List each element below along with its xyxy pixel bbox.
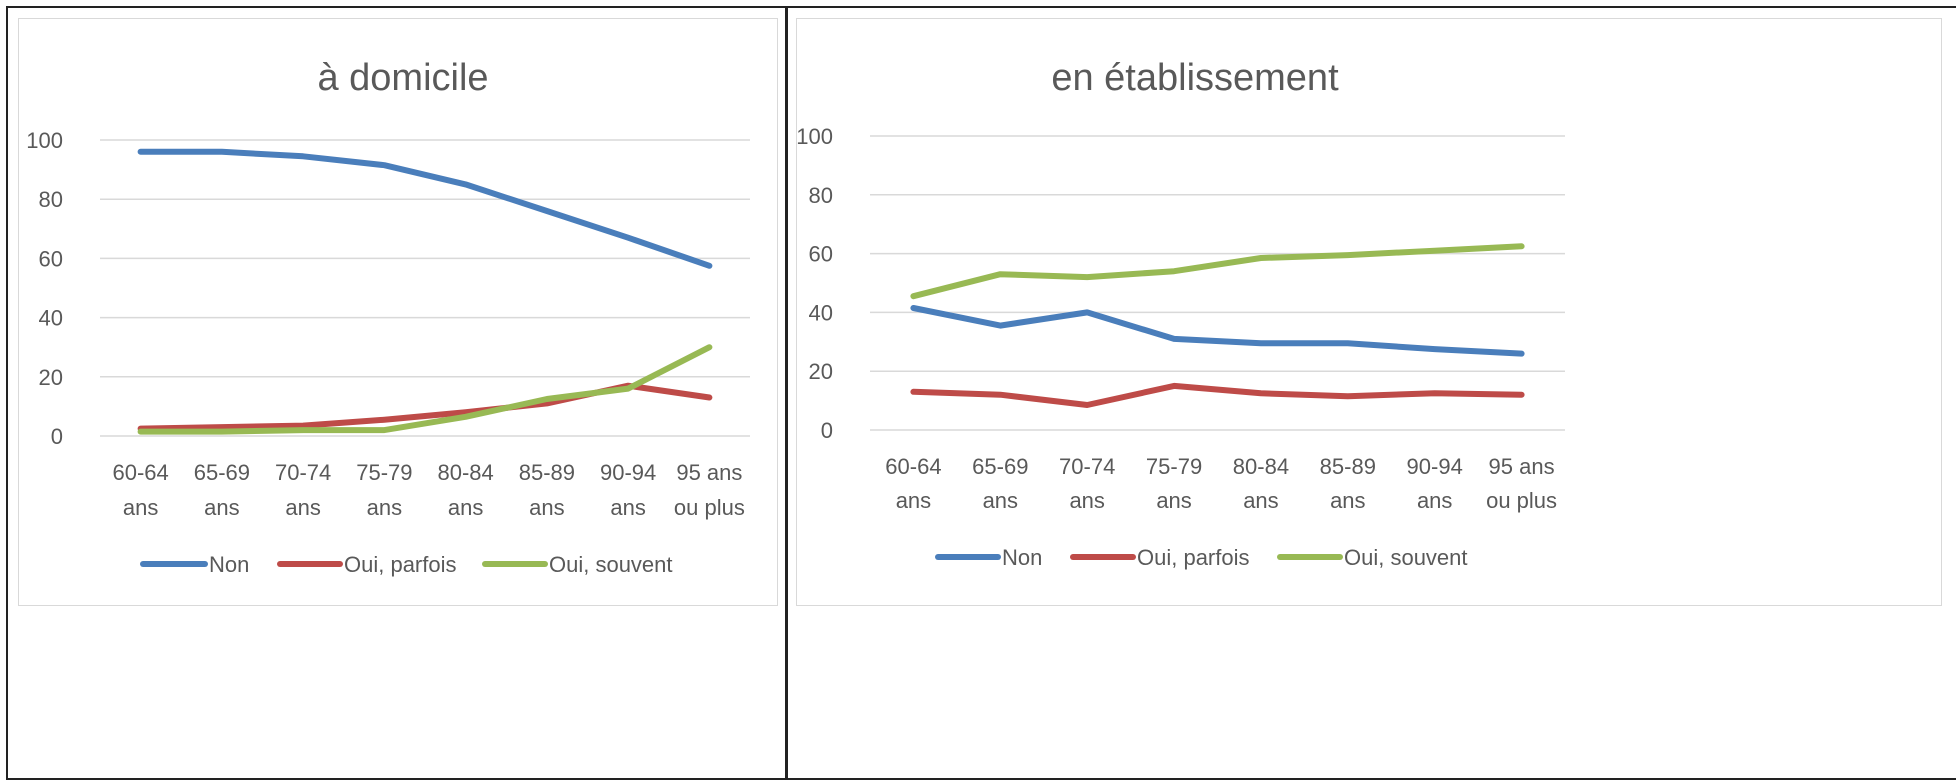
x-tick-label: ans <box>610 495 645 520</box>
x-tick-label: ans <box>529 495 564 520</box>
x-tick-label: ans <box>123 495 158 520</box>
x-tick-label: 90-94 <box>600 460 656 485</box>
y-tick-label: 100 <box>796 124 833 149</box>
y-tick-label: 60 <box>809 242 833 267</box>
x-tick-label: ans <box>896 488 931 513</box>
chart-a-domicile: à domicile 0 20 40 60 80 100 60-64 ans 65-69 ans 70… <box>26 57 750 577</box>
x-tick-label: 95 ans <box>676 460 742 485</box>
x-tick-label: 80-84 <box>1233 454 1289 479</box>
x-tick-label: ans <box>448 495 483 520</box>
series-line-oui-parfois <box>910 382 1525 408</box>
left-chart-area <box>18 18 778 606</box>
x-tick-label: ans <box>1069 488 1104 513</box>
x-tick-label: ans <box>983 488 1018 513</box>
legend-label-non: Non <box>209 552 249 577</box>
x-tick-label: 85-89 <box>1320 454 1376 479</box>
y-tick-label: 80 <box>39 187 63 212</box>
series-line-oui-souvent <box>137 344 713 435</box>
x-tick-label: ans <box>1417 488 1452 513</box>
x-tick-label: 90-94 <box>1407 454 1463 479</box>
y-tick-label: 20 <box>39 365 63 390</box>
x-tick-label: 75-79 <box>1146 454 1202 479</box>
x-tick-label: 60-64 <box>112 460 168 485</box>
series-line-oui-souvent <box>910 243 1525 300</box>
x-tick-label: ans <box>1330 488 1365 513</box>
legend-label-oui-parfois: Oui, parfois <box>344 552 457 577</box>
legend-label-non: Non <box>1002 545 1042 570</box>
y-tick-label: 0 <box>821 418 833 443</box>
chart-en-etablissement: en établissement 0 20 40 60 80 100 60-64 ans 65-6… <box>796 57 1565 570</box>
y-tick-label: 80 <box>809 183 833 208</box>
y-tick-label: 40 <box>809 300 833 325</box>
series-line-non <box>910 305 1525 357</box>
y-tick-label: 60 <box>39 246 63 271</box>
x-tick-label: ans <box>367 495 402 520</box>
x-tick-label: ans <box>285 495 320 520</box>
legend-label-oui-parfois: Oui, parfois <box>1137 545 1250 570</box>
x-tick-label: ans <box>1156 488 1191 513</box>
x-tick-label: ou plus <box>1486 488 1557 513</box>
x-tick-label: ans <box>1243 488 1278 513</box>
chart-title: en établissement <box>1051 57 1339 99</box>
y-tick-label: 0 <box>51 424 63 449</box>
legend-label-oui-souvent: Oui, souvent <box>549 552 673 577</box>
x-tick-label: 75-79 <box>356 460 412 485</box>
legend-label-oui-souvent: Oui, souvent <box>1344 545 1468 570</box>
x-tick-label: 65-69 <box>194 460 250 485</box>
x-tick-label: ou plus <box>674 495 745 520</box>
x-tick-label: 70-74 <box>1059 454 1115 479</box>
x-tick-label: 95 ans <box>1489 454 1555 479</box>
x-tick-label: 65-69 <box>972 454 1028 479</box>
x-tick-label: ans <box>204 495 239 520</box>
y-tick-label: 40 <box>39 306 63 331</box>
y-tick-label: 100 <box>26 128 63 153</box>
x-tick-label: 85-89 <box>519 460 575 485</box>
chart-title: à domicile <box>317 57 488 99</box>
series-line-non <box>137 148 713 269</box>
x-tick-label: 60-64 <box>885 454 941 479</box>
x-tick-label: 80-84 <box>437 460 493 485</box>
y-tick-label: 20 <box>809 359 833 384</box>
right-chart-area <box>796 18 1942 606</box>
x-tick-label: 70-74 <box>275 460 331 485</box>
